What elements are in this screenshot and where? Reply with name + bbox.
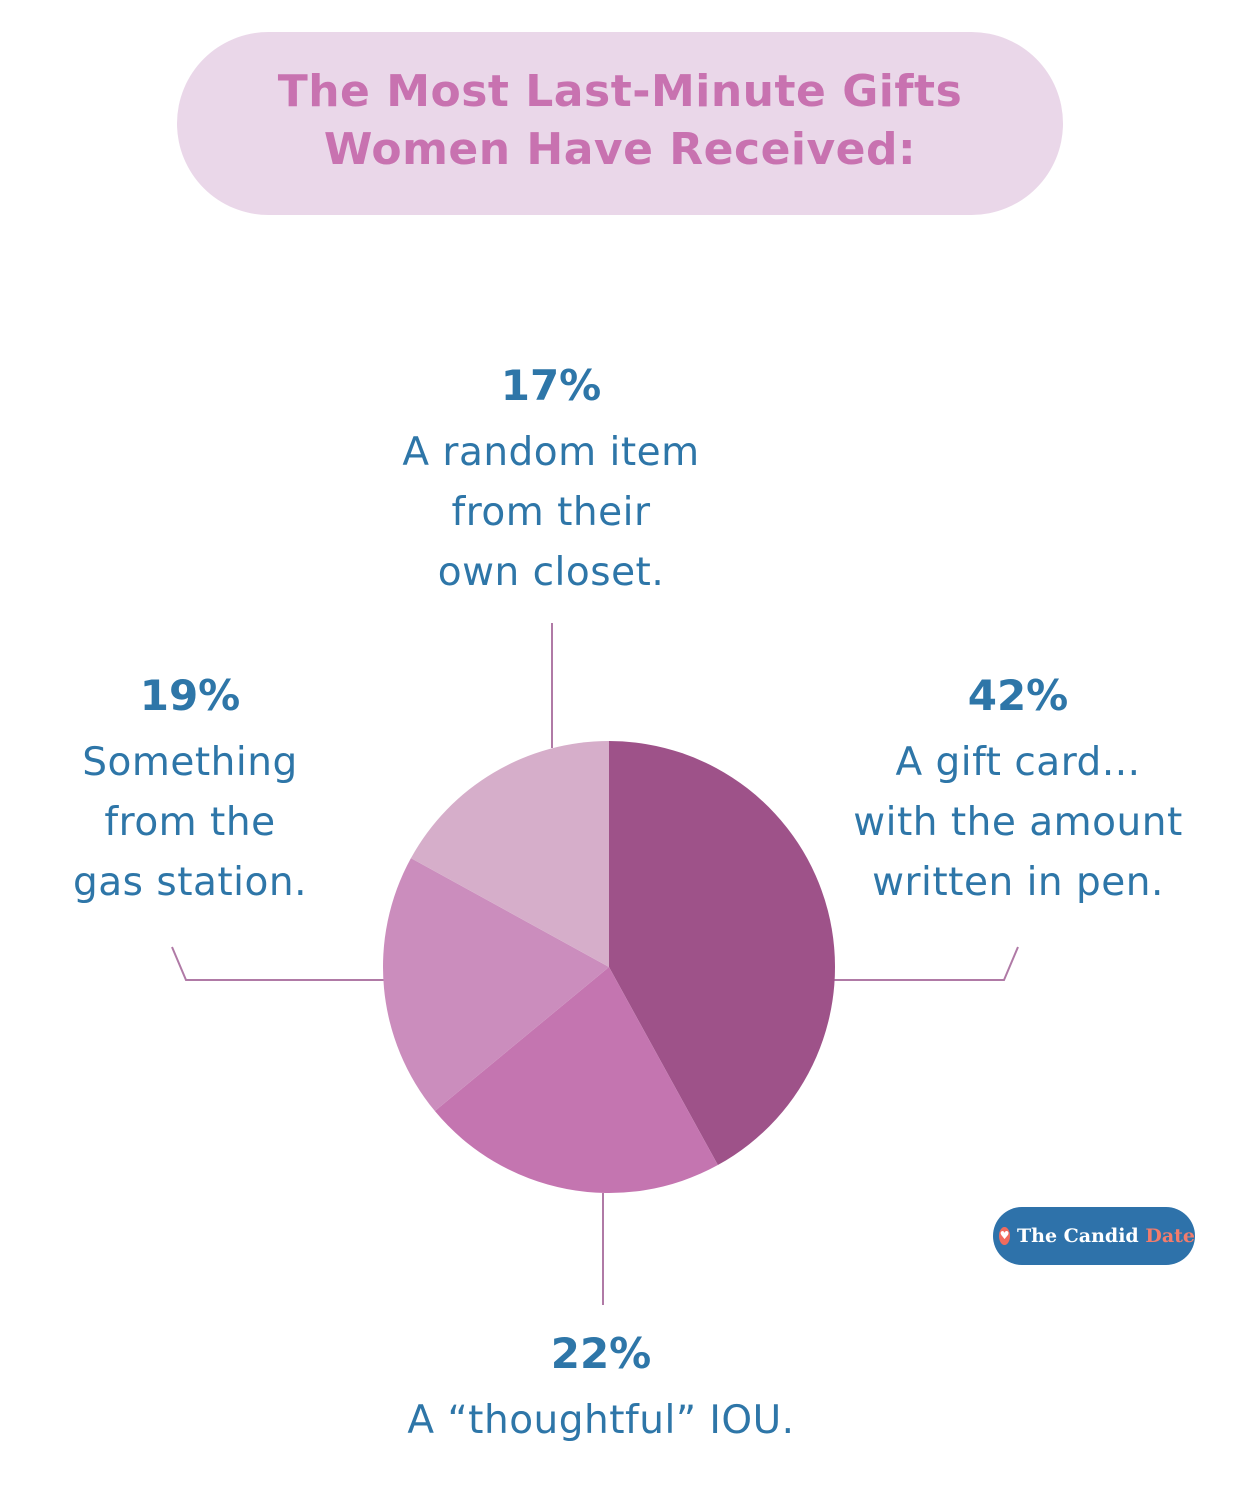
brand-name-main: The Candid <box>1017 1225 1146 1247</box>
chart-title-line-2: Women Have Received: <box>323 123 917 175</box>
slice-value-giftcard: 42% <box>967 671 1069 720</box>
brand-name: The Candid Date <box>1017 1225 1195 1247</box>
pie-slice-iou <box>434 967 718 1194</box>
pie-slice-closet <box>410 741 609 967</box>
slice-label-giftcard: 42% A gift card... with the amount writt… <box>838 671 1198 913</box>
leader-line-gas <box>171 946 385 981</box>
leader-line-giftcard <box>833 946 1019 981</box>
chart-title-line-1: The Most Last-Minute Gifts <box>277 65 963 117</box>
pie-slice-giftcard <box>609 741 836 1166</box>
leader-lines <box>171 623 1019 1305</box>
slice-value-gas: 19% <box>139 671 241 720</box>
slice-value-closet: 17% <box>500 361 602 410</box>
slice-text-gas-line-1: Something <box>82 740 298 785</box>
slice-text-giftcard-line-2: with the amount <box>853 800 1183 845</box>
brand-logo-badge: ♥ The Candid Date <box>993 1207 1195 1265</box>
slice-label-iou: 22% A “thoughtful” IOU. <box>351 1329 851 1451</box>
chart-title-banner: The Most Last-Minute Gifts Women Have Re… <box>177 32 1063 215</box>
slice-text-closet-line-1: A random item <box>402 430 700 475</box>
pie-slices <box>382 741 836 1194</box>
slice-text-gas-line-3: gas station. <box>73 860 307 905</box>
slice-text-iou-line-1: A “thoughtful” IOU. <box>407 1398 795 1443</box>
slice-label-closet: 17% A random item from their own closet. <box>351 361 751 603</box>
heart-icon: ♥ <box>999 1227 1011 1245</box>
slice-label-gas: 19% Something from the gas station. <box>40 671 340 913</box>
slice-value-iou: 22% <box>550 1329 652 1378</box>
slice-text-giftcard-line-3: written in pen. <box>872 860 1164 905</box>
brand-name-accent: Date <box>1145 1225 1195 1247</box>
slice-text-closet-line-3: own closet. <box>437 550 665 595</box>
pie-slice-gas <box>382 858 609 1112</box>
slice-text-giftcard-line-1: A gift card... <box>895 740 1141 785</box>
slice-text-closet-line-2: from their <box>451 490 651 535</box>
slice-text-gas-line-2: from the <box>104 800 276 845</box>
